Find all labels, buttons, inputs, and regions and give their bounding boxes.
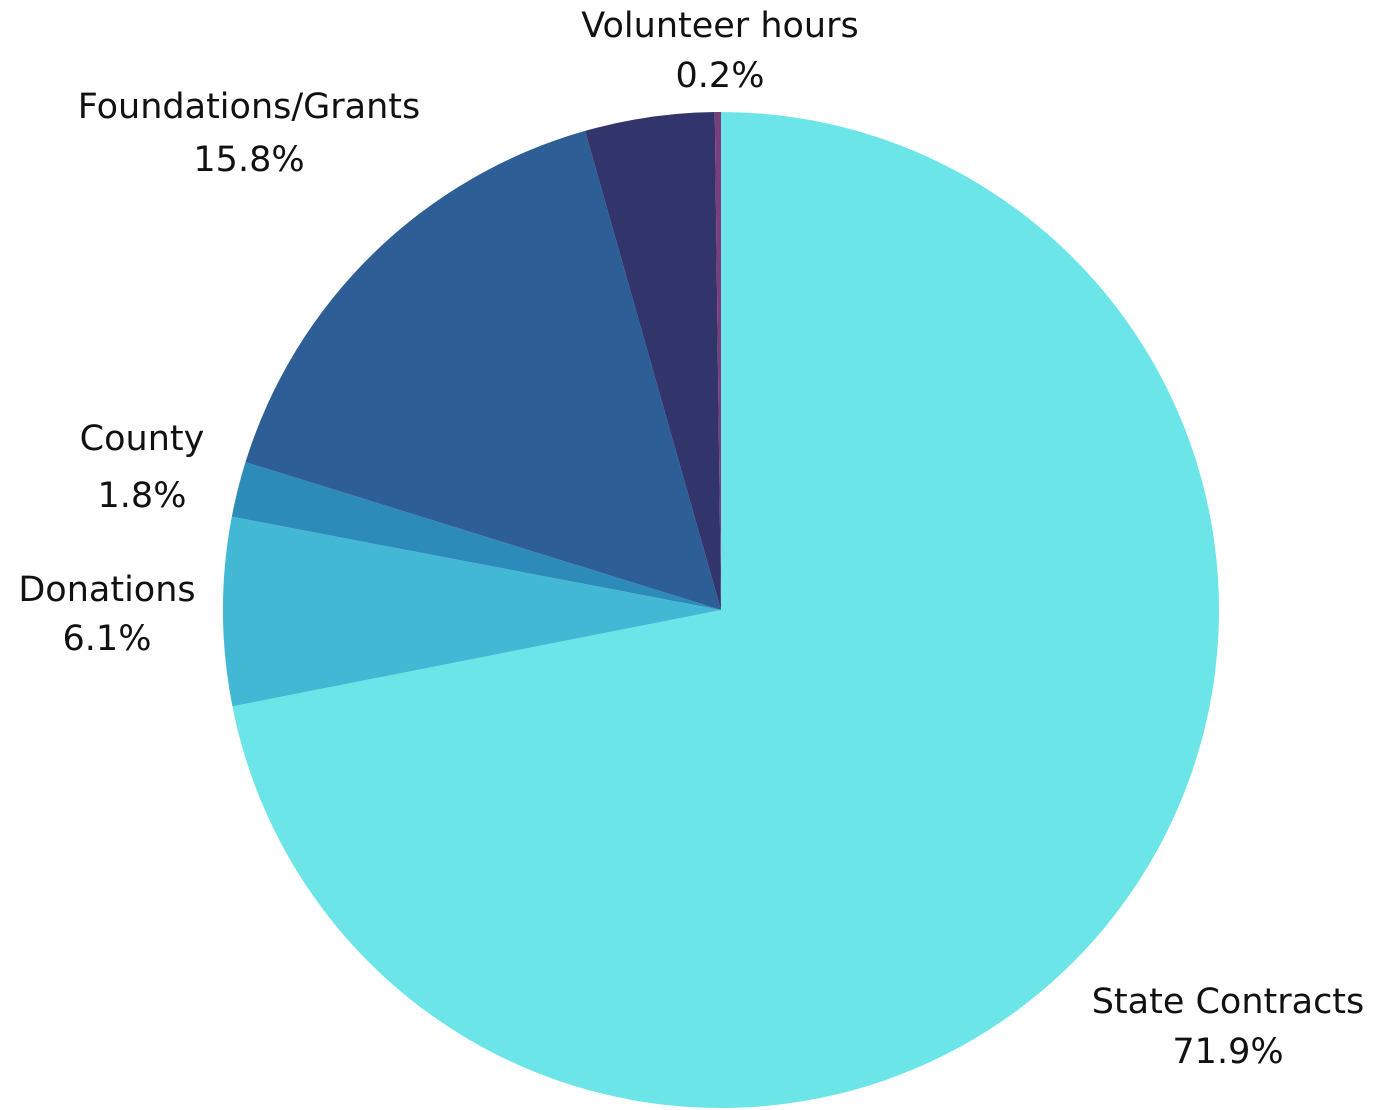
slice-label: Volunteer hours [581, 6, 858, 46]
slice-label: State Contracts [1092, 982, 1365, 1022]
pie-slice [231, 462, 721, 610]
slice-value-label: 1.8% [98, 476, 187, 516]
pie-slice [222, 516, 721, 707]
slice-label: Donations [18, 570, 195, 610]
slice-value-label: 15.8% [193, 140, 304, 180]
slice-label: Foundations/Grants [78, 87, 421, 127]
slice-value-label: 71.9% [1172, 1032, 1283, 1072]
pie-slice [245, 130, 721, 610]
slice-value-label: 0.2% [676, 56, 765, 96]
pie-slice [714, 112, 721, 610]
slice-value-label: 6.1% [63, 619, 152, 659]
pie-slice [232, 112, 1219, 1108]
pie-slice [585, 112, 721, 611]
slice-label: County [80, 419, 205, 459]
